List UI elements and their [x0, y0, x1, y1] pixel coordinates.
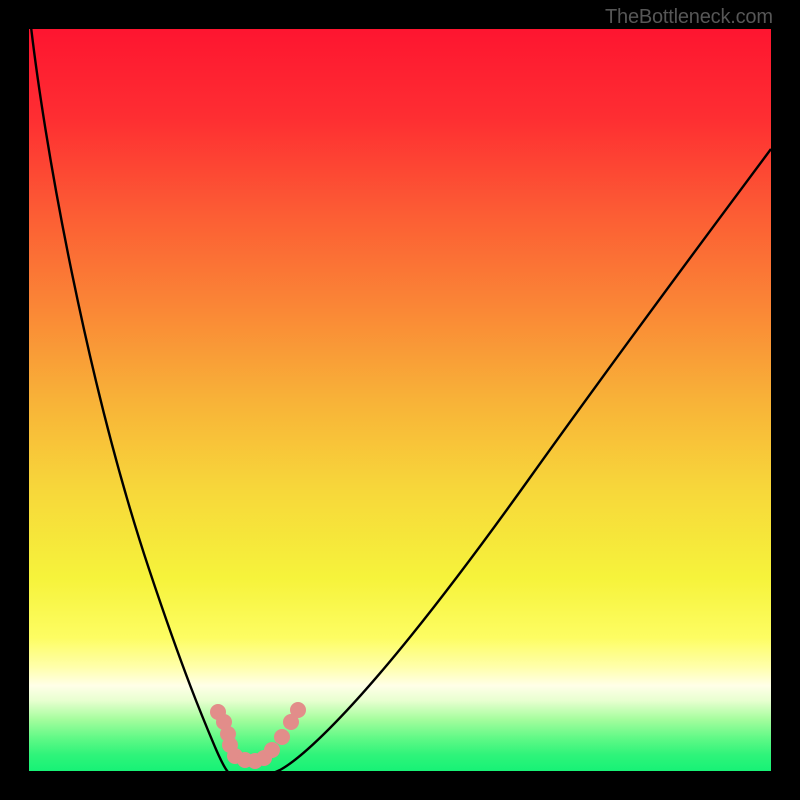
data-point [274, 729, 290, 745]
data-point [290, 702, 306, 718]
curve-right [255, 149, 771, 771]
curve-layer [29, 29, 771, 771]
curve-left [29, 29, 243, 771]
plot-area [29, 29, 771, 771]
data-point [264, 742, 280, 758]
watermark-text: TheBottleneck.com [605, 6, 773, 29]
canvas: TheBottleneck.com [0, 0, 800, 800]
